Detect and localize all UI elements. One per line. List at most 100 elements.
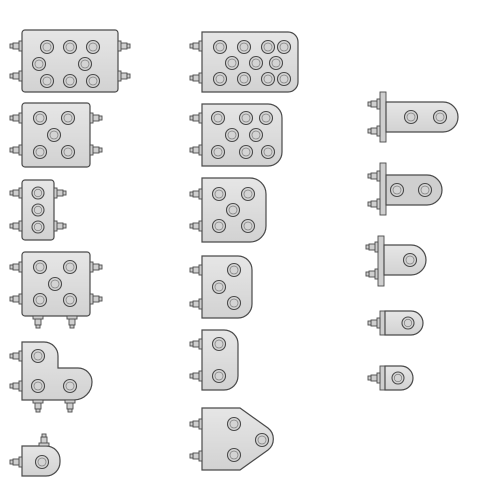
mounting-hole bbox=[62, 378, 78, 394]
pin-tip bbox=[9, 353, 14, 359]
plate-narrow-3-hole bbox=[9, 179, 67, 241]
mounting-hole-inner bbox=[243, 221, 253, 231]
pin-tip bbox=[365, 271, 370, 277]
pin-flange bbox=[18, 70, 23, 82]
mounting-hole bbox=[34, 454, 50, 470]
mounting-hole-inner bbox=[229, 298, 239, 308]
pin-tip bbox=[189, 373, 194, 379]
mounting-hole-inner bbox=[34, 59, 44, 69]
mounting-hole bbox=[211, 279, 227, 295]
tab-long-2-hole bbox=[367, 91, 459, 143]
pin-flange bbox=[198, 188, 203, 200]
mounting-hole bbox=[417, 182, 433, 198]
mounting-hole-inner bbox=[214, 221, 224, 231]
mounting-hole bbox=[60, 110, 76, 126]
mounting-hole bbox=[77, 56, 93, 72]
pin-tip bbox=[189, 223, 194, 229]
plate-l-shape bbox=[9, 341, 93, 413]
pin-tip bbox=[69, 324, 75, 329]
pin-flange bbox=[376, 317, 381, 329]
mounting-hole bbox=[85, 39, 101, 55]
plate-single-corner bbox=[9, 433, 61, 477]
pin-tip bbox=[367, 128, 372, 134]
pin-flange bbox=[198, 418, 203, 430]
mounting-hole-inner bbox=[215, 74, 225, 84]
plate-rounded-3-hole bbox=[189, 255, 253, 319]
pin-flange bbox=[198, 338, 203, 350]
pin-tip bbox=[98, 115, 103, 121]
mounting-hole bbox=[32, 144, 48, 160]
mounting-hole-inner bbox=[228, 205, 238, 215]
tab-bracket bbox=[379, 365, 386, 391]
pin-flange bbox=[18, 187, 23, 199]
mounting-hole bbox=[260, 71, 276, 87]
pin-flange bbox=[18, 261, 23, 273]
mounting-hole bbox=[391, 371, 405, 385]
mounting-hole-inner bbox=[406, 112, 416, 122]
mounting-hole-inner bbox=[239, 42, 249, 52]
mounting-hole bbox=[30, 348, 46, 364]
pin-tip bbox=[189, 341, 194, 347]
pin-flange bbox=[198, 450, 203, 462]
mounting-hole-inner bbox=[263, 42, 273, 52]
mounting-hole-inner bbox=[215, 42, 225, 52]
mounting-hole-inner bbox=[35, 113, 45, 123]
pin-tip bbox=[35, 408, 41, 413]
mounting-hole bbox=[248, 55, 264, 71]
mounting-hole bbox=[39, 39, 55, 55]
mounting-hole-inner bbox=[279, 42, 289, 52]
mounting-hole-inner bbox=[63, 147, 73, 157]
mounting-hole-inner bbox=[65, 262, 75, 272]
pin-flange bbox=[89, 144, 94, 156]
pin-flange bbox=[66, 315, 78, 320]
mounting-hole-inner bbox=[251, 58, 261, 68]
mounting-hole bbox=[401, 316, 415, 330]
mounting-hole-inner bbox=[33, 381, 43, 391]
mounting-hole-inner bbox=[229, 450, 239, 460]
pin-tip bbox=[9, 190, 14, 196]
pin-flange bbox=[18, 220, 23, 232]
pin-tip bbox=[126, 43, 131, 49]
mounting-hole bbox=[31, 186, 45, 200]
pin-flange bbox=[117, 40, 122, 52]
pin-flange bbox=[198, 144, 203, 156]
pin-tip bbox=[189, 191, 194, 197]
mounting-hole bbox=[31, 220, 45, 234]
mounting-hole bbox=[226, 416, 242, 432]
pin-flange bbox=[376, 372, 381, 384]
mounting-hole-inner bbox=[213, 113, 223, 123]
pin-tip bbox=[367, 375, 372, 381]
plate-rounded-8-hole bbox=[189, 31, 299, 93]
pin-tip bbox=[41, 433, 47, 438]
mounting-hole bbox=[240, 186, 256, 202]
mounting-hole-inner bbox=[263, 147, 273, 157]
mounting-hole bbox=[47, 276, 63, 292]
pin-tip bbox=[62, 190, 67, 196]
pin-tip bbox=[126, 73, 131, 79]
mounting-hole bbox=[236, 39, 252, 55]
mounting-hole bbox=[260, 39, 276, 55]
plate-square-5-hole-bottom-pins bbox=[9, 251, 103, 329]
pin-tip bbox=[9, 296, 14, 302]
mounting-hole-inner bbox=[227, 58, 237, 68]
tab-short-1-hole bbox=[367, 310, 424, 336]
pin-flange bbox=[53, 187, 58, 199]
mounting-hole-inner bbox=[33, 351, 43, 361]
mounting-hole-inner bbox=[88, 76, 98, 86]
pin-flange bbox=[18, 350, 23, 362]
plate-rounded-7-hole bbox=[189, 103, 283, 167]
mounting-hole bbox=[62, 259, 78, 275]
mounting-hole-inner bbox=[251, 130, 261, 140]
mounting-hole bbox=[403, 109, 419, 125]
mounting-hole-inner bbox=[42, 42, 52, 52]
mounting-hole bbox=[32, 259, 48, 275]
mounting-hole-inner bbox=[213, 147, 223, 157]
mounting-hole-inner bbox=[241, 147, 251, 157]
pin-tip bbox=[9, 223, 14, 229]
pin-tip bbox=[189, 43, 194, 49]
mounting-hole-inner bbox=[392, 185, 402, 195]
mounting-hole-inner bbox=[227, 130, 237, 140]
mounting-hole bbox=[226, 262, 242, 278]
mounting-hole bbox=[210, 144, 226, 160]
